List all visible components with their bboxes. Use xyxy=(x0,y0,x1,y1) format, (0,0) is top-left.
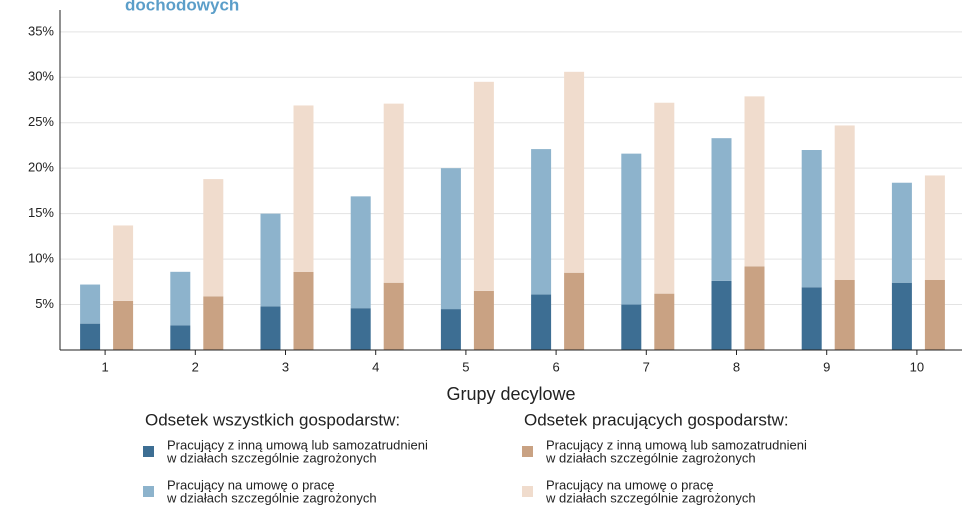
bar-segment xyxy=(744,266,765,350)
bar-segment xyxy=(621,153,642,305)
bar-segment xyxy=(891,282,912,350)
y-tick-label: 30% xyxy=(28,69,54,84)
bar-segment xyxy=(440,309,461,350)
bar-segment xyxy=(383,103,404,283)
bar-segment xyxy=(924,175,945,280)
bar-segment xyxy=(473,81,494,291)
x-tick-label: 2 xyxy=(192,359,199,374)
x-axis-label: Grupy decylowe xyxy=(446,384,575,404)
legend-label: Pracujący z inną umową lub samozatrudnie… xyxy=(167,437,428,452)
x-tick-label: 1 xyxy=(101,359,108,374)
legend-label: w działach szczególnie zagrożonych xyxy=(545,490,756,505)
y-tick-label: 5% xyxy=(35,296,54,311)
bar-segment xyxy=(350,308,371,350)
legend-label: Pracujący z inną umową lub samozatrudnie… xyxy=(546,437,807,452)
y-tick-label: 25% xyxy=(28,114,54,129)
bar-segment xyxy=(80,323,101,350)
legend-label: Pracujący na umowę o pracę xyxy=(546,477,714,492)
legend-swatch xyxy=(522,486,533,497)
bar-segment xyxy=(834,125,855,280)
x-tick-label: 4 xyxy=(372,359,379,374)
bar-segment xyxy=(531,294,552,350)
legend-label: Pracujący na umowę o pracę xyxy=(167,477,335,492)
y-tick-label: 20% xyxy=(28,160,54,175)
bar-segment xyxy=(564,272,585,350)
bar-segment xyxy=(654,293,675,350)
x-tick-label: 3 xyxy=(282,359,289,374)
x-tick-label: 9 xyxy=(823,359,830,374)
bar-segment xyxy=(203,296,224,350)
chart-title: dochodowych xyxy=(125,0,239,14)
bar-segment xyxy=(801,287,822,350)
bar-segment xyxy=(203,179,224,297)
bar-segment xyxy=(113,225,134,301)
legend-label: w działach szczególnie zagrożonych xyxy=(166,450,377,465)
legend-swatch xyxy=(522,446,533,457)
legend-heading: Odsetek wszystkich gospodarstw: xyxy=(145,410,400,429)
bar-segment xyxy=(260,213,281,307)
bar-segment xyxy=(80,284,101,324)
bar-segment xyxy=(654,102,675,294)
bar-segment xyxy=(293,105,314,272)
bar-segment xyxy=(260,306,281,350)
x-tick-label: 8 xyxy=(733,359,740,374)
bar-segment xyxy=(621,304,642,350)
legend-label: w działach szczególnie zagrożonych xyxy=(166,490,377,505)
bar-segment xyxy=(744,96,765,267)
bar-segment xyxy=(293,271,314,350)
bar-segment xyxy=(531,149,552,295)
bar-segment xyxy=(440,168,461,310)
bar-segment xyxy=(711,138,732,281)
bar-segment xyxy=(473,290,494,350)
x-tick-label: 5 xyxy=(462,359,469,374)
bar-segment xyxy=(350,196,371,309)
legend-heading: Odsetek pracujących gospodarstw: xyxy=(524,410,789,429)
bar-segment xyxy=(924,280,945,350)
legend-label: w działach szczególnie zagrożonych xyxy=(545,450,756,465)
bar-segment xyxy=(383,282,404,350)
legend-swatch xyxy=(143,486,154,497)
x-tick-label: 10 xyxy=(910,359,924,374)
bar-segment xyxy=(564,71,585,273)
bar-segment xyxy=(113,300,134,350)
x-tick-label: 6 xyxy=(552,359,559,374)
y-tick-label: 10% xyxy=(28,251,54,266)
bar-segment xyxy=(801,150,822,288)
x-tick-label: 7 xyxy=(643,359,650,374)
bar-segment xyxy=(891,182,912,283)
bar-segment xyxy=(170,325,191,350)
bar-segment xyxy=(834,280,855,350)
y-tick-label: 35% xyxy=(28,23,54,38)
bar-segment xyxy=(170,271,191,326)
legend-swatch xyxy=(143,446,154,457)
bar-segment xyxy=(711,280,732,350)
y-tick-label: 15% xyxy=(28,205,54,220)
